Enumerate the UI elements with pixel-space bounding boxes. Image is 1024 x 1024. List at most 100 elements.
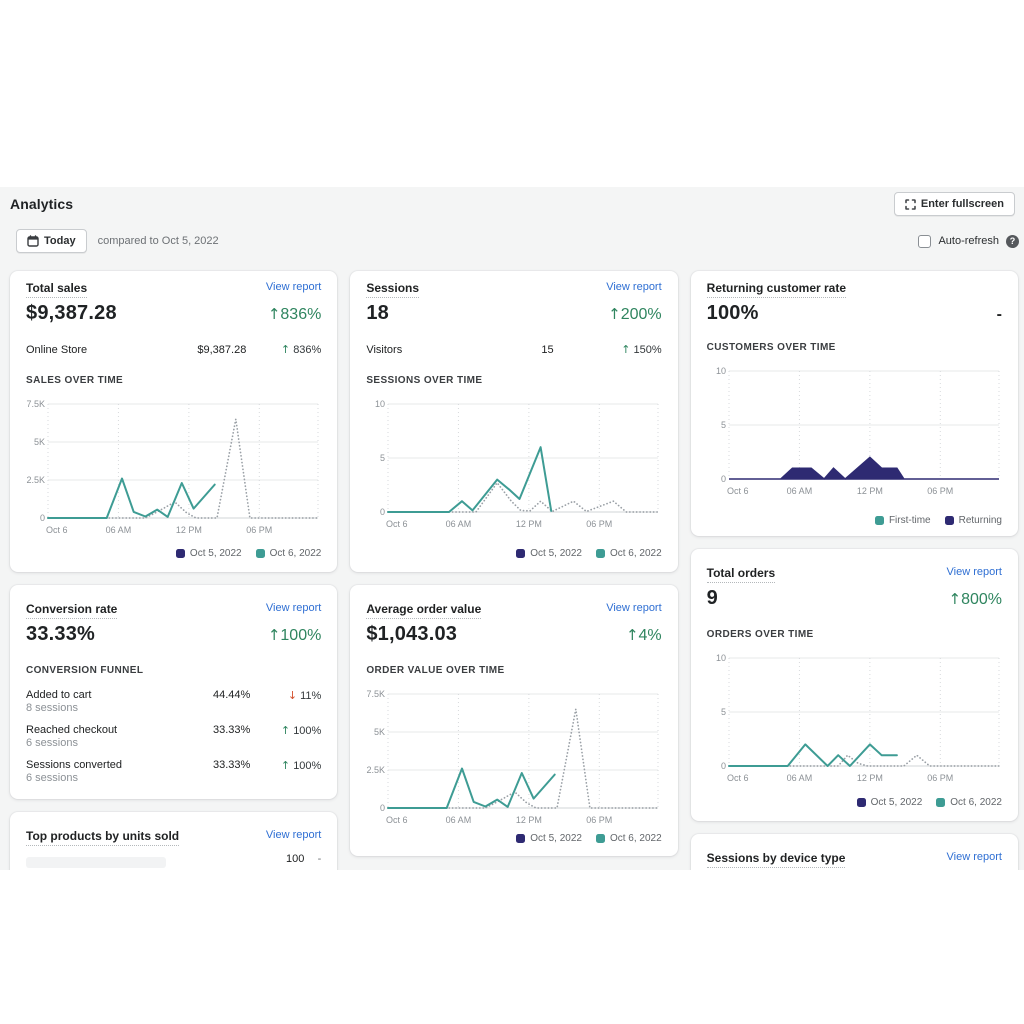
svg-text:06 PM: 06 PM [587,519,613,529]
breakdown-change: ↑ 836% [280,343,322,356]
legend-label: Oct 5, 2022 [530,548,582,559]
svg-text:12 PM: 12 PM [176,525,202,535]
svg-text:2.5K: 2.5K [26,475,45,485]
legend-label: Oct 6, 2022 [950,797,1002,808]
legend-label: Oct 5, 2022 [189,548,242,559]
legend-label: Returning [958,515,1002,526]
svg-text:0: 0 [721,761,726,771]
card-title: Top products by units sold [26,829,180,846]
average-order-value-change: ↑4% [625,626,662,644]
returning-customer-rate-value: 100% [706,302,759,324]
card-returning-customer-rate: Returning customer rate 100% - CUSTOMERS… [690,271,1018,536]
view-report-link[interactable]: View report [265,281,322,293]
sessions-change: ↑200% [608,305,662,323]
view-report-link[interactable]: View report [946,851,1002,863]
conversion-rate-value: 33.33% [26,623,96,645]
average-order-value: $1,043.03 [366,623,458,645]
svg-text:5: 5 [380,453,385,463]
sales-over-time-chart: 7.5K 5K 2.5K 0 Oct 6 06 AM 12 PM 06 PM [26,398,321,542]
svg-text:06 PM: 06 PM [927,773,953,783]
breakdown-row[interactable]: Online Store $9,387.28 ↑ 836% [26,343,322,356]
legend-swatch [516,834,526,843]
legend-label: Oct 5, 2022 [530,833,582,844]
card-title: Total sales [26,281,88,298]
section-label: SALES OVER TIME [26,375,124,386]
legend-label: Oct 6, 2022 [269,548,322,559]
legend-swatch [175,549,185,558]
svg-text:0: 0 [380,507,385,517]
svg-text:Oct 6: Oct 6 [727,773,749,783]
conversion-rate-change: ↑100% [267,626,322,644]
compared-to-label: compared to Oct 5, 2022 [97,235,219,247]
customers-over-time-chart: 10 5 0 Oct 6 06 AM 12 PM 06 PM [707,365,1002,503]
svg-text:06 PM: 06 PM [587,815,613,825]
view-report-link[interactable]: View report [606,602,662,614]
svg-text:Oct 6: Oct 6 [727,486,749,496]
chart-legend: Oct 5, 2022 Oct 6, 2022 [516,548,662,559]
sessions-over-time-chart: 10 5 0 Oct 6 06 AM 12 PM 06 PM [366,398,661,536]
svg-text:12 PM: 12 PM [857,486,883,496]
sessions-value: 18 [366,302,389,324]
svg-text:10: 10 [375,399,385,409]
legend-item: Oct 6, 2022 [595,548,662,559]
legend-label: Oct 6, 2022 [609,833,662,844]
card-sessions: Sessions View report 18 ↑200% Visitors 1… [350,271,678,572]
column-1: Total sales View report $9,387.28 ↑836% … [10,271,338,870]
total-orders-change: ↑800% [948,590,1002,608]
card-title: Sessions by device type [706,851,846,868]
section-label: CONVERSION FUNNEL [26,665,144,676]
breakdown-row[interactable]: Visitors 15 ↑ 150% [366,343,662,356]
help-icon[interactable]: ? [1006,234,1019,248]
svg-text:06 PM: 06 PM [927,486,953,496]
legend-item: Oct 5, 2022 [516,548,582,559]
svg-text:0: 0 [721,474,726,484]
total-orders-value: 9 [706,587,718,609]
chart-legend: Oct 5, 2022 Oct 6, 2022 [856,797,1002,808]
card-total-sales: Total sales View report $9,387.28 ↑836% … [10,271,338,572]
svg-text:06 AM: 06 AM [106,525,132,535]
auto-refresh-checkbox[interactable] [918,234,932,248]
section-label: SESSIONS OVER TIME [366,375,483,386]
card-title: Conversion rate [26,602,118,619]
funnel-row-added-to-cart[interactable]: Added to cart 8 sessions 44.44% ↓ 11% [26,689,322,714]
card-top-products: Top products by units sold View report 1… [10,812,338,870]
legend-item: First-time [874,515,931,526]
legend-swatch [874,516,884,525]
enter-fullscreen-button[interactable]: Enter fullscreen [893,192,1015,216]
legend-item: Oct 5, 2022 [516,833,582,844]
funnel-change: ↑ 100% [280,724,322,737]
funnel-row-reached-checkout[interactable]: Reached checkout 6 sessions 33.33% ↑ 100% [26,724,322,749]
card-title: Total orders [706,566,776,583]
controls-row: Today compared to Oct 5, 2022 Auto-refre… [0,229,1024,253]
orders-over-time-chart: 10 5 0 Oct 6 06 AM 12 PM 06 PM [707,652,1002,790]
page-title: Analytics [10,196,74,212]
svg-text:Oct 6: Oct 6 [386,815,408,825]
legend-swatch [856,798,866,807]
chart-legend: First-time Returning [874,515,1002,526]
svg-text:Oct 6: Oct 6 [46,525,68,535]
legend-swatch [595,549,605,558]
breakdown-change: ↑ 150% [621,343,662,356]
svg-text:Oct 6: Oct 6 [386,519,408,529]
view-report-link[interactable]: View report [606,281,662,293]
funnel-change: ↓ 11% [287,689,322,702]
view-report-link[interactable]: View report [265,829,322,841]
section-label: ORDERS OVER TIME [706,629,814,640]
svg-text:12 PM: 12 PM [516,815,542,825]
view-report-link[interactable]: View report [946,566,1002,578]
cards-grid: Total sales View report $9,387.28 ↑836% … [0,271,1024,870]
legend-label: Oct 6, 2022 [609,548,662,559]
legend-label: Oct 5, 2022 [870,797,923,808]
svg-text:0: 0 [40,513,45,523]
view-report-link[interactable]: View report [265,602,322,614]
funnel-row-sessions-converted[interactable]: Sessions converted 6 sessions 33.33% ↑ 10… [26,759,322,784]
chart-legend: Oct 5, 2022 Oct 6, 2022 [516,833,662,844]
svg-text:7.5K: 7.5K [26,399,45,409]
legend-item: Oct 6, 2022 [936,797,1002,808]
top-product-row[interactable]: 100 - [285,853,322,865]
card-total-orders: Total orders View report 9 ↑800% ORDERS … [690,549,1018,821]
legend-item: Oct 5, 2022 [856,797,923,808]
date-range-button[interactable]: Today [16,229,87,253]
card-title: Returning customer rate [706,281,847,298]
date-range-label: Today [44,235,76,247]
